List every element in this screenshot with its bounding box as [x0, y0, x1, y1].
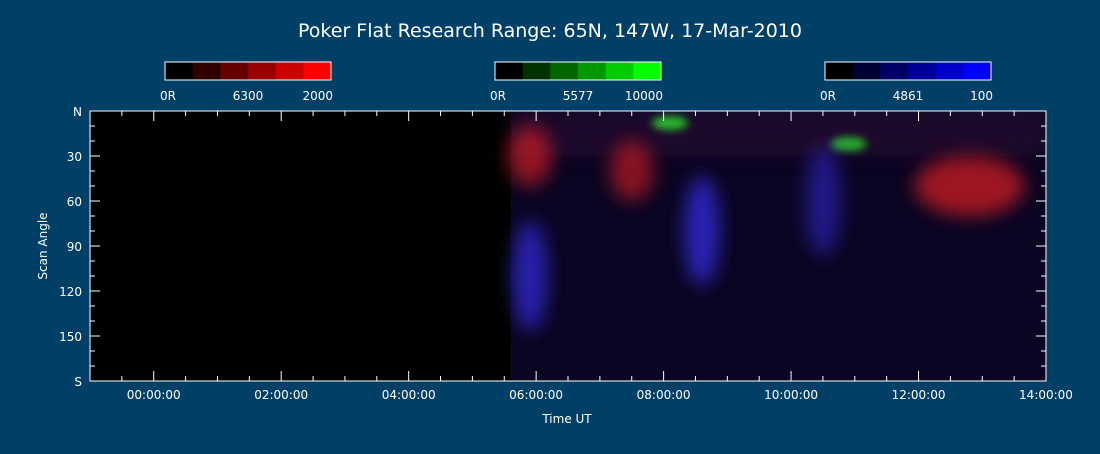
colorbar-segment	[192, 62, 221, 80]
y-axis: N 30 60 90 120 150 S	[59, 105, 1046, 389]
emission-blue	[511, 221, 548, 331]
colorbar-segment	[633, 62, 662, 80]
colorbar-segment	[908, 62, 937, 80]
y-axis-label: Scan Angle	[36, 212, 50, 279]
colorbar-segment	[935, 62, 964, 80]
x-tick-label: 02:00:00	[254, 388, 308, 402]
x-tick-label: 12:00:00	[892, 388, 946, 402]
colorbar-5577: 0R 5577 10000	[490, 61, 663, 103]
colorbar-frame	[494, 61, 662, 81]
y-tick-label: 120	[59, 285, 82, 299]
colorbar-segment	[880, 62, 909, 80]
y-tick-label: N	[73, 105, 82, 119]
x-axis: 00:00:00 02:00:00 04:00:00 06:00:00 08:00:00…	[89, 111, 1073, 402]
colorbar-segment	[165, 62, 194, 80]
x-tick-label: 04:00:00	[382, 388, 436, 402]
x-axis-label: Time UT	[541, 412, 592, 426]
colorbar-segment	[550, 62, 579, 80]
y-tick-label: 60	[67, 195, 82, 209]
colorbar-wavelength-label: 6300	[233, 89, 264, 103]
colorbar-segment	[578, 62, 607, 80]
colorbar-wavelength-label: 5577	[563, 89, 594, 103]
colorbar-4861: 0R 4861 100	[820, 61, 993, 103]
colorbar-min-label: 0R	[160, 89, 176, 103]
colorbar-segment	[852, 62, 881, 80]
colorbar-max-label: 2000	[302, 89, 333, 103]
colorbar-6300: 0R 6300 2000	[160, 61, 333, 103]
colorbar-frame	[164, 61, 332, 81]
colorbar-group: 0R 6300 2000 0R 5577 10000 0R 4861 100	[160, 61, 993, 103]
colorbar-min-label: 0R	[490, 89, 506, 103]
chart-title: Poker Flat Research Range: 65N, 147W, 17…	[298, 20, 802, 42]
colorbar-segment	[495, 62, 524, 80]
colorbar-segment	[605, 62, 634, 80]
x-tick-label: 06:00:00	[509, 388, 563, 402]
emission-green	[651, 116, 688, 130]
emission-green	[830, 137, 867, 151]
band-top-glow	[510, 111, 1046, 156]
colorbar-segment	[963, 62, 992, 80]
aurora-emission-layer	[507, 111, 1046, 381]
y-tick-label: 90	[67, 240, 82, 254]
colorbar-max-label: 10000	[625, 89, 663, 103]
colorbar-segment	[303, 62, 332, 80]
colorbar-wavelength-label: 4861	[893, 89, 924, 103]
x-tick-label: 14:00:00	[1019, 388, 1073, 402]
emission-blue	[683, 176, 720, 286]
colorbar-min-label: 0R	[820, 89, 836, 103]
colorbar-frame	[824, 61, 992, 81]
colorbar-segment	[522, 62, 551, 80]
colorbar-segment	[220, 62, 249, 80]
y-tick-label: 150	[59, 330, 82, 344]
emission-blue	[804, 146, 841, 256]
emission-red	[914, 156, 1025, 216]
x-tick-label: 00:00:00	[127, 388, 181, 402]
y-tick-label: 30	[67, 150, 82, 164]
colorbar-max-label: 100	[970, 89, 993, 103]
colorbar-segment	[275, 62, 304, 80]
colorbar-segment	[248, 62, 277, 80]
emission-red	[507, 126, 552, 186]
emission-red	[609, 141, 654, 201]
x-tick-label: 10:00:00	[764, 388, 818, 402]
colorbar-segment	[825, 62, 854, 80]
x-tick-label: 08:00:00	[637, 388, 691, 402]
y-tick-label: S	[74, 375, 82, 389]
